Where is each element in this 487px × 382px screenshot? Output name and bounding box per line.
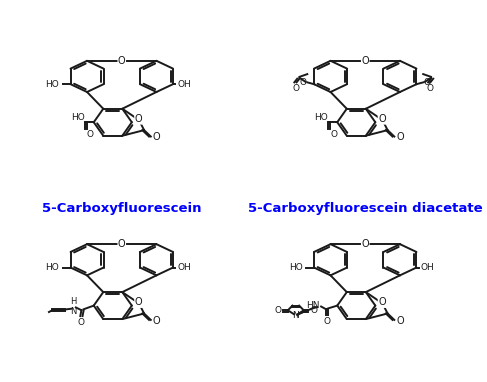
Text: OH: OH [421,263,435,272]
Text: HO: HO [314,113,328,122]
Text: O: O [361,56,369,66]
Text: O: O [378,298,386,308]
Text: OH: OH [177,80,191,89]
Text: OH: OH [177,263,191,272]
Text: O: O [152,133,160,142]
Text: H
N: H N [71,297,77,316]
Text: O: O [424,78,431,87]
Text: HO: HO [71,113,85,122]
Text: O: O [330,131,337,139]
Text: O: O [118,239,126,249]
Text: HO: HO [289,263,303,272]
Text: N: N [292,311,299,320]
Text: O: O [427,84,433,93]
Text: O: O [361,239,369,249]
Text: O: O [135,298,142,308]
Text: 5-Carboxyfluorescein: 5-Carboxyfluorescein [42,202,202,215]
Text: O: O [77,319,84,327]
Text: O: O [152,316,160,326]
Text: O: O [396,133,404,142]
Text: HO: HO [46,263,59,272]
Text: O: O [300,78,307,87]
Text: O: O [118,56,126,66]
Text: O: O [293,84,300,93]
Text: O: O [274,306,281,315]
Text: O: O [378,114,386,124]
Text: O: O [323,317,330,326]
Text: 5-Carboxyfluorescein diacetate: 5-Carboxyfluorescein diacetate [248,202,483,215]
Text: O: O [135,114,142,124]
Text: HN: HN [306,301,319,310]
Text: O: O [87,131,94,139]
Text: O: O [396,316,404,326]
Text: HO: HO [46,80,59,89]
Text: O: O [310,306,318,315]
